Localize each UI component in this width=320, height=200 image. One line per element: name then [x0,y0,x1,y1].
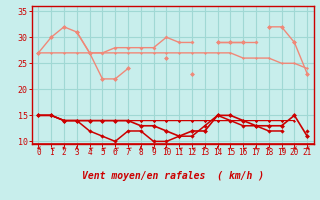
X-axis label: Vent moyen/en rafales  ( km/h ): Vent moyen/en rafales ( km/h ) [82,171,264,181]
